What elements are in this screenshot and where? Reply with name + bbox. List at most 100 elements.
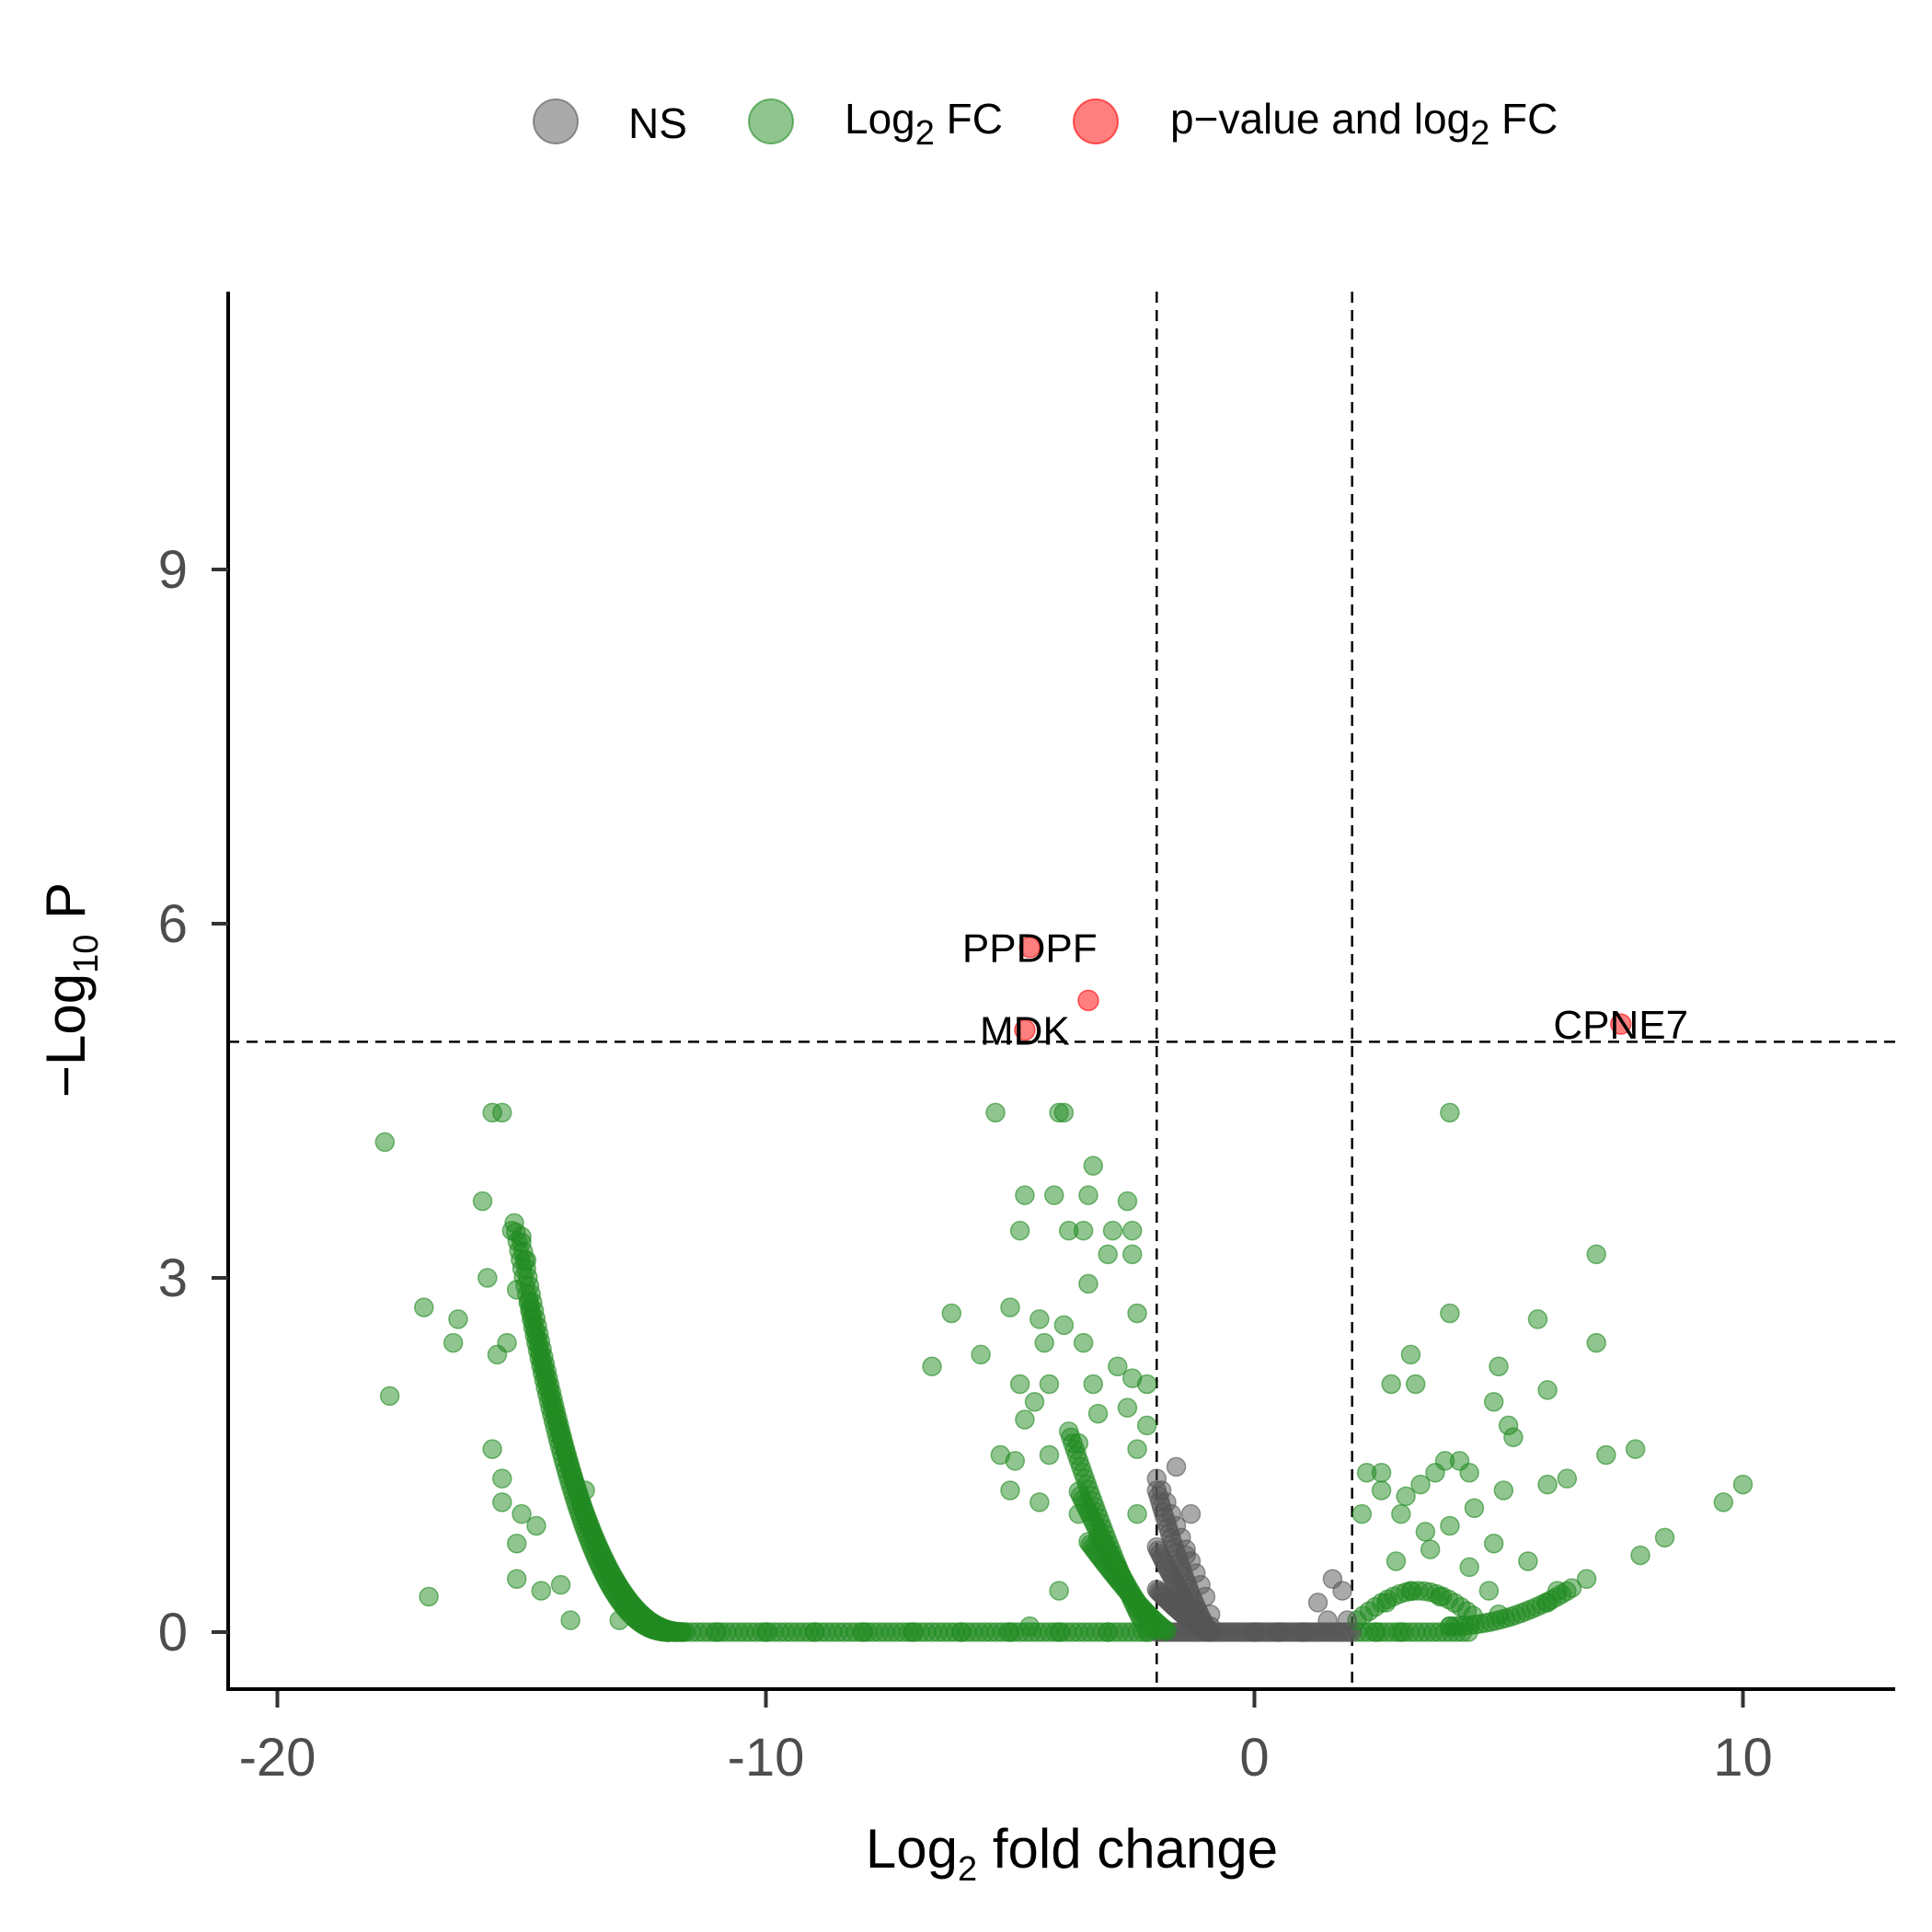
- data-point: [1317, 1610, 1338, 1630]
- data-point: [1014, 1018, 1036, 1041]
- data-point: [506, 1280, 527, 1300]
- data-point: [1351, 1503, 1373, 1524]
- data-point: [1117, 1190, 1138, 1212]
- data-point: [1478, 1581, 1500, 1601]
- legend-ns-label: NS: [628, 99, 687, 147]
- data-point: [1459, 1557, 1479, 1578]
- series-2: [1014, 936, 1632, 1041]
- data-point: [903, 1622, 923, 1642]
- data-point: [1586, 1332, 1606, 1353]
- data-point: [1307, 1593, 1328, 1613]
- data-point: [1015, 1185, 1035, 1205]
- data-point: [1200, 1616, 1221, 1637]
- data-point: [853, 1622, 874, 1642]
- data-point: [1381, 1374, 1401, 1395]
- data-point: [1087, 1527, 1109, 1548]
- data-point: [1371, 1480, 1392, 1501]
- data-point: [1376, 1593, 1397, 1613]
- data-point: [941, 1303, 962, 1324]
- data-point: [477, 1268, 498, 1288]
- data-point: [755, 1622, 776, 1642]
- data-point: [804, 1622, 825, 1642]
- data-point: [1127, 1303, 1147, 1324]
- data-point: [1557, 1468, 1578, 1489]
- data-point: [1332, 1581, 1352, 1601]
- data-point: [497, 1332, 517, 1353]
- data-point: [1102, 1220, 1123, 1241]
- data-point: [560, 1610, 581, 1630]
- data-point: [448, 1309, 468, 1329]
- data-point: [922, 1356, 942, 1377]
- data-point: [1009, 1374, 1030, 1395]
- data-point: [1136, 1622, 1157, 1642]
- data-point: [374, 1132, 396, 1153]
- data-point: [1005, 1451, 1026, 1471]
- data-point: [658, 1622, 679, 1642]
- data-point: [1440, 1515, 1460, 1536]
- data-point: [1410, 1474, 1431, 1495]
- y-axis-title: −Log10 P: [35, 882, 106, 1098]
- data-point: [1425, 1463, 1445, 1483]
- data-point: [1127, 1598, 1147, 1619]
- data-point: [1108, 1356, 1128, 1377]
- data-point: [1078, 1273, 1098, 1294]
- data-point: [443, 1332, 464, 1353]
- data-point: [1400, 1344, 1421, 1365]
- data-point: [1356, 1463, 1377, 1483]
- data-point: [1019, 1616, 1040, 1637]
- data-point: [1176, 1545, 1196, 1566]
- data-point: [516, 1250, 537, 1271]
- data-point: [575, 1480, 595, 1501]
- gene-label: CPNE7: [1553, 1003, 1688, 1048]
- y-tick-label: 9: [158, 540, 188, 600]
- density-point: [1463, 1605, 1483, 1626]
- data-point: [419, 1586, 439, 1607]
- data-point: [1337, 1610, 1358, 1630]
- data-point: [1049, 1581, 1069, 1601]
- data-point: [1396, 1486, 1416, 1507]
- x-axis-title: Log2 fold change: [866, 1818, 1278, 1889]
- data-point: [707, 1622, 728, 1642]
- data-point: [1527, 1309, 1548, 1329]
- data-point: [1015, 1409, 1035, 1430]
- data-point: [1009, 1220, 1030, 1241]
- data-point: [1000, 1622, 1020, 1642]
- series-0: [1146, 1456, 1358, 1642]
- data-point: [1195, 1586, 1216, 1607]
- data-point: [1654, 1527, 1675, 1548]
- data-point: [1136, 1374, 1157, 1395]
- data-point: [1489, 1356, 1509, 1377]
- data-point: [1073, 1332, 1094, 1353]
- data-point: [379, 1386, 400, 1407]
- data-point: [506, 1534, 527, 1554]
- data-point: [526, 1515, 546, 1536]
- data-point: [1078, 1185, 1098, 1205]
- data-point: [1029, 1492, 1050, 1512]
- data-point: [1732, 1474, 1754, 1495]
- data-point: [1136, 1415, 1157, 1436]
- legend-fc-label: Log2 FC: [845, 95, 1003, 153]
- data-point: [1586, 1244, 1606, 1265]
- data-point: [1122, 1244, 1143, 1265]
- data-point: [1000, 1480, 1020, 1501]
- data-point: [1610, 1013, 1632, 1035]
- data-point: [1127, 1503, 1147, 1524]
- data-point: [1018, 936, 1041, 959]
- data-point: [1596, 1444, 1616, 1466]
- data-point: [1366, 1622, 1386, 1642]
- data-point: [1044, 1185, 1064, 1205]
- data-point: [1440, 1616, 1460, 1637]
- data-point: [1625, 1439, 1646, 1459]
- data-point: [492, 1102, 512, 1123]
- data-point: [1400, 1581, 1421, 1601]
- data-point: [1127, 1439, 1147, 1459]
- data-point: [1117, 1397, 1138, 1418]
- data-point: [1713, 1492, 1734, 1512]
- data-point: [951, 1622, 972, 1642]
- x-tick-label: -10: [728, 1728, 805, 1788]
- data-point: [531, 1581, 551, 1601]
- data-point: [550, 1574, 571, 1595]
- density-point: [1156, 1621, 1178, 1641]
- x-axis-ticks: -20 -10 0 10: [239, 1691, 1773, 1788]
